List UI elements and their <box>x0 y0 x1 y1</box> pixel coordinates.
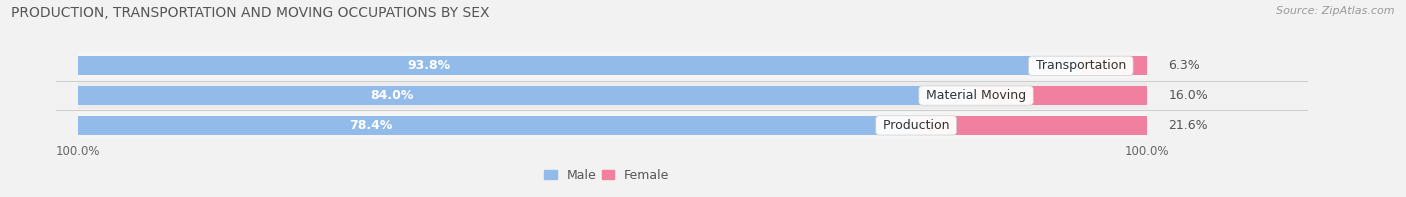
Text: 84.0%: 84.0% <box>370 89 413 102</box>
Text: Material Moving: Material Moving <box>922 89 1031 102</box>
Legend: Male, Female: Male, Female <box>540 164 675 187</box>
Bar <box>77 86 976 105</box>
Bar <box>77 112 1147 139</box>
Bar <box>77 57 1081 75</box>
Bar <box>976 86 1147 105</box>
Text: Transportation: Transportation <box>1032 59 1130 72</box>
Text: 21.6%: 21.6% <box>1168 119 1208 132</box>
Text: PRODUCTION, TRANSPORTATION AND MOVING OCCUPATIONS BY SEX: PRODUCTION, TRANSPORTATION AND MOVING OC… <box>11 6 489 20</box>
Bar <box>917 116 1147 135</box>
Bar <box>1081 57 1147 75</box>
Bar <box>77 82 1147 109</box>
Text: 78.4%: 78.4% <box>350 119 392 132</box>
Text: 6.3%: 6.3% <box>1168 59 1201 72</box>
Text: 93.8%: 93.8% <box>408 59 450 72</box>
Bar <box>77 52 1147 79</box>
Text: 16.0%: 16.0% <box>1168 89 1208 102</box>
Bar <box>77 116 917 135</box>
Text: Production: Production <box>879 119 953 132</box>
Text: Source: ZipAtlas.com: Source: ZipAtlas.com <box>1277 6 1395 16</box>
